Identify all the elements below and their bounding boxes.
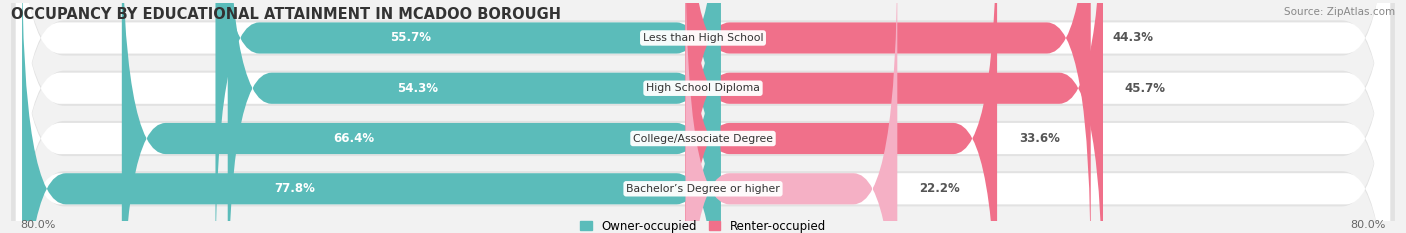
FancyBboxPatch shape <box>215 0 720 233</box>
Text: 22.2%: 22.2% <box>920 182 960 195</box>
Text: 33.6%: 33.6% <box>1019 132 1060 145</box>
FancyBboxPatch shape <box>15 0 1391 233</box>
FancyBboxPatch shape <box>686 0 1102 233</box>
Text: Less than High School: Less than High School <box>643 33 763 43</box>
FancyBboxPatch shape <box>686 0 1091 233</box>
Text: Bachelor’s Degree or higher: Bachelor’s Degree or higher <box>626 184 780 194</box>
FancyBboxPatch shape <box>11 0 1395 233</box>
Text: 80.0%: 80.0% <box>20 220 56 230</box>
FancyBboxPatch shape <box>228 0 720 233</box>
Text: 54.3%: 54.3% <box>398 82 439 95</box>
Text: 45.7%: 45.7% <box>1125 82 1166 95</box>
FancyBboxPatch shape <box>15 0 1391 233</box>
Text: College/Associate Degree: College/Associate Degree <box>633 134 773 144</box>
Text: 77.8%: 77.8% <box>274 182 315 195</box>
Text: 44.3%: 44.3% <box>1112 31 1154 45</box>
Text: 80.0%: 80.0% <box>1350 220 1386 230</box>
Text: 66.4%: 66.4% <box>333 132 375 145</box>
Text: OCCUPANCY BY EDUCATIONAL ATTAINMENT IN MCADOO BOROUGH: OCCUPANCY BY EDUCATIONAL ATTAINMENT IN M… <box>11 7 561 22</box>
FancyBboxPatch shape <box>686 0 997 233</box>
Text: 55.7%: 55.7% <box>389 31 432 45</box>
Legend: Owner-occupied, Renter-occupied: Owner-occupied, Renter-occupied <box>579 220 827 233</box>
FancyBboxPatch shape <box>686 0 897 233</box>
Text: Source: ZipAtlas.com: Source: ZipAtlas.com <box>1284 7 1395 17</box>
FancyBboxPatch shape <box>11 0 1395 233</box>
FancyBboxPatch shape <box>11 0 1395 233</box>
Text: High School Diploma: High School Diploma <box>647 83 759 93</box>
FancyBboxPatch shape <box>11 0 1395 233</box>
FancyBboxPatch shape <box>22 0 720 233</box>
FancyBboxPatch shape <box>122 0 720 233</box>
FancyBboxPatch shape <box>15 0 1391 233</box>
FancyBboxPatch shape <box>15 0 1391 233</box>
